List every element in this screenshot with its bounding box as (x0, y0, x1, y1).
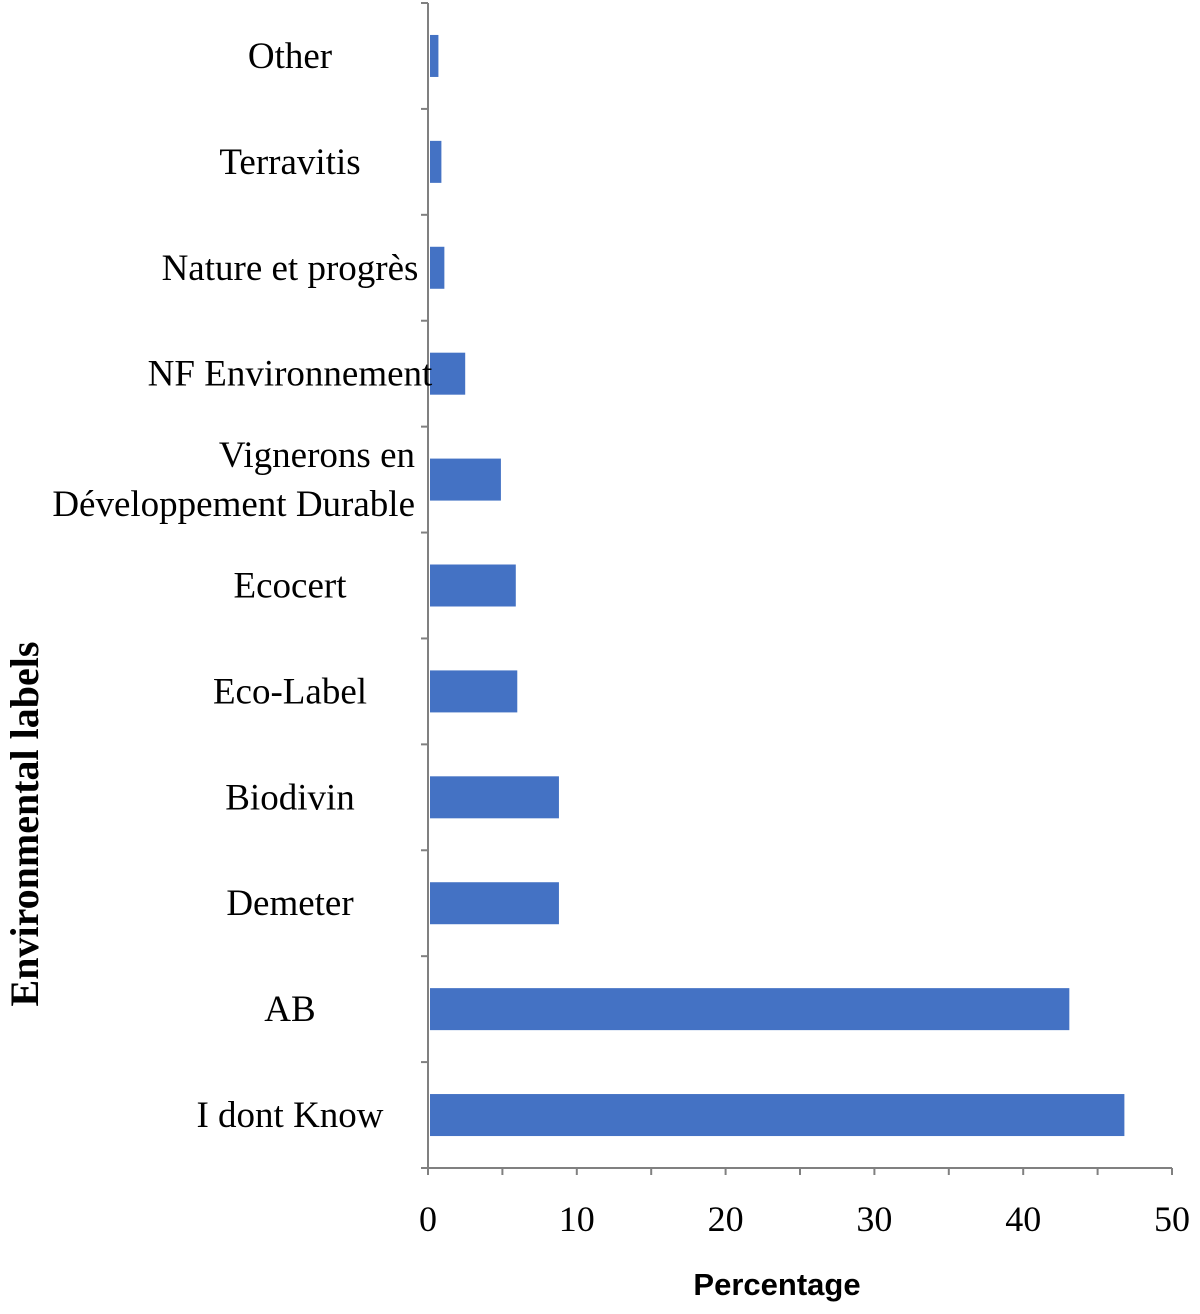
x-tick-label: 20 (708, 1199, 744, 1239)
x-tick-label: 40 (1005, 1199, 1041, 1239)
bar (430, 670, 518, 713)
category-label: Demeter (226, 883, 353, 924)
bar (430, 458, 501, 501)
bar (430, 564, 516, 607)
labels-layer: I dont Know AB Demeter Biodivin Eco-Label Eco… (52, 36, 1190, 1239)
category-label: I dont Know (196, 1095, 383, 1136)
category-label: Nature et progrès (162, 248, 419, 289)
category-label: NF Environnement (148, 354, 433, 395)
category-label: Biodivin (225, 777, 355, 818)
category-label: Other (248, 36, 332, 77)
bar (430, 882, 559, 925)
x-axis-title: Percentage (693, 1267, 860, 1302)
bar (430, 140, 442, 183)
x-tick-label: 50 (1154, 1199, 1190, 1239)
category-label: Développement Durable (52, 484, 415, 525)
y-axis-title: Environmental labels (2, 642, 47, 1007)
bar (430, 352, 466, 395)
bars-layer (430, 34, 1125, 1137)
category-label: Vignerons en (219, 435, 415, 476)
bar (430, 246, 445, 289)
category-label: Ecocert (234, 566, 348, 607)
category-label: AB (264, 989, 315, 1030)
bar (430, 776, 559, 819)
category-label: Eco-Label (213, 671, 367, 712)
axes-layer (421, 2, 1173, 1175)
bar (430, 1094, 1125, 1137)
x-tick-label: 10 (559, 1199, 595, 1239)
bar (430, 34, 439, 77)
category-label: Terravitis (219, 142, 360, 183)
x-tick-label: 30 (856, 1199, 892, 1239)
bar (430, 988, 1070, 1031)
x-tick-label: 0 (419, 1199, 437, 1239)
